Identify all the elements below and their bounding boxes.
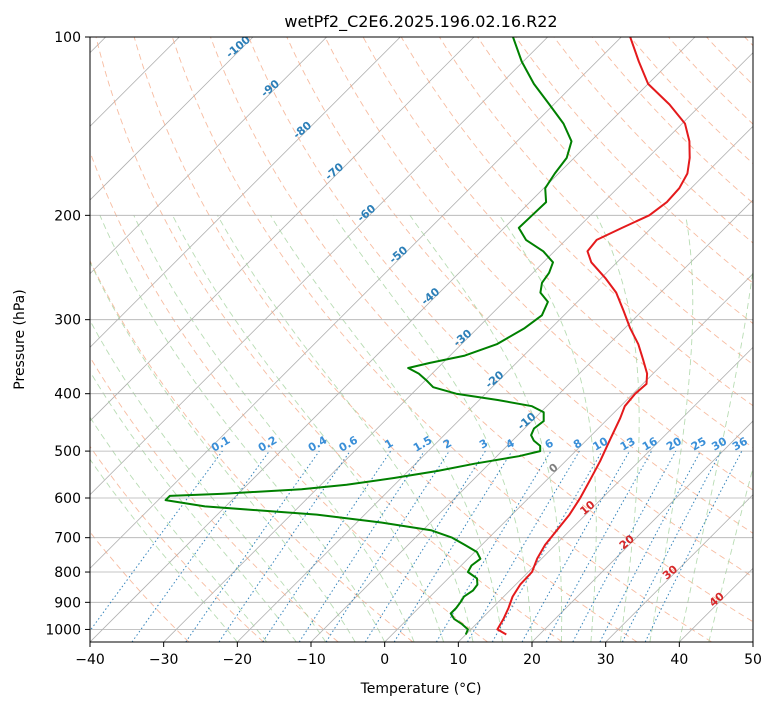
x-tick-label: 40: [670, 652, 688, 668]
y-tick-label: 300: [54, 313, 81, 329]
x-axis-label: Temperature (°C): [360, 681, 482, 697]
x-tick-label: 50: [744, 652, 762, 668]
x-axis-ticks: −40 −30 −20 −10 0 10 20 30 40 50: [75, 642, 762, 668]
y-axis-ticks: 100 200 300 400 500 600 700 800 900 1000: [45, 30, 90, 638]
x-tick-label: 10: [449, 652, 467, 668]
y-tick-label: 1000: [45, 622, 81, 638]
x-tick-label: 20: [523, 652, 541, 668]
y-tick-label: 400: [54, 387, 81, 403]
y-tick-label: 100: [54, 30, 81, 46]
y-tick-label: 700: [54, 531, 81, 547]
x-tick-label: 30: [597, 652, 615, 668]
y-tick-label: 500: [54, 444, 81, 460]
x-tick-label: 0: [380, 652, 389, 668]
y-tick-label: 900: [54, 595, 81, 611]
y-tick-label: 600: [54, 491, 81, 507]
chart-title: wetPf2_C2E6.2025.196.02.16.R22: [284, 12, 557, 32]
x-tick-label: −30: [149, 652, 179, 668]
y-tick-label: 800: [54, 565, 81, 581]
y-tick-label: 200: [54, 208, 81, 224]
plot-background: [90, 37, 753, 642]
x-tick-label: −10: [296, 652, 326, 668]
y-axis-label: Pressure (hPa): [12, 289, 28, 389]
x-tick-label: −40: [75, 652, 105, 668]
x-tick-label: −20: [223, 652, 253, 668]
isotherm-line: [753, 37, 775, 642]
